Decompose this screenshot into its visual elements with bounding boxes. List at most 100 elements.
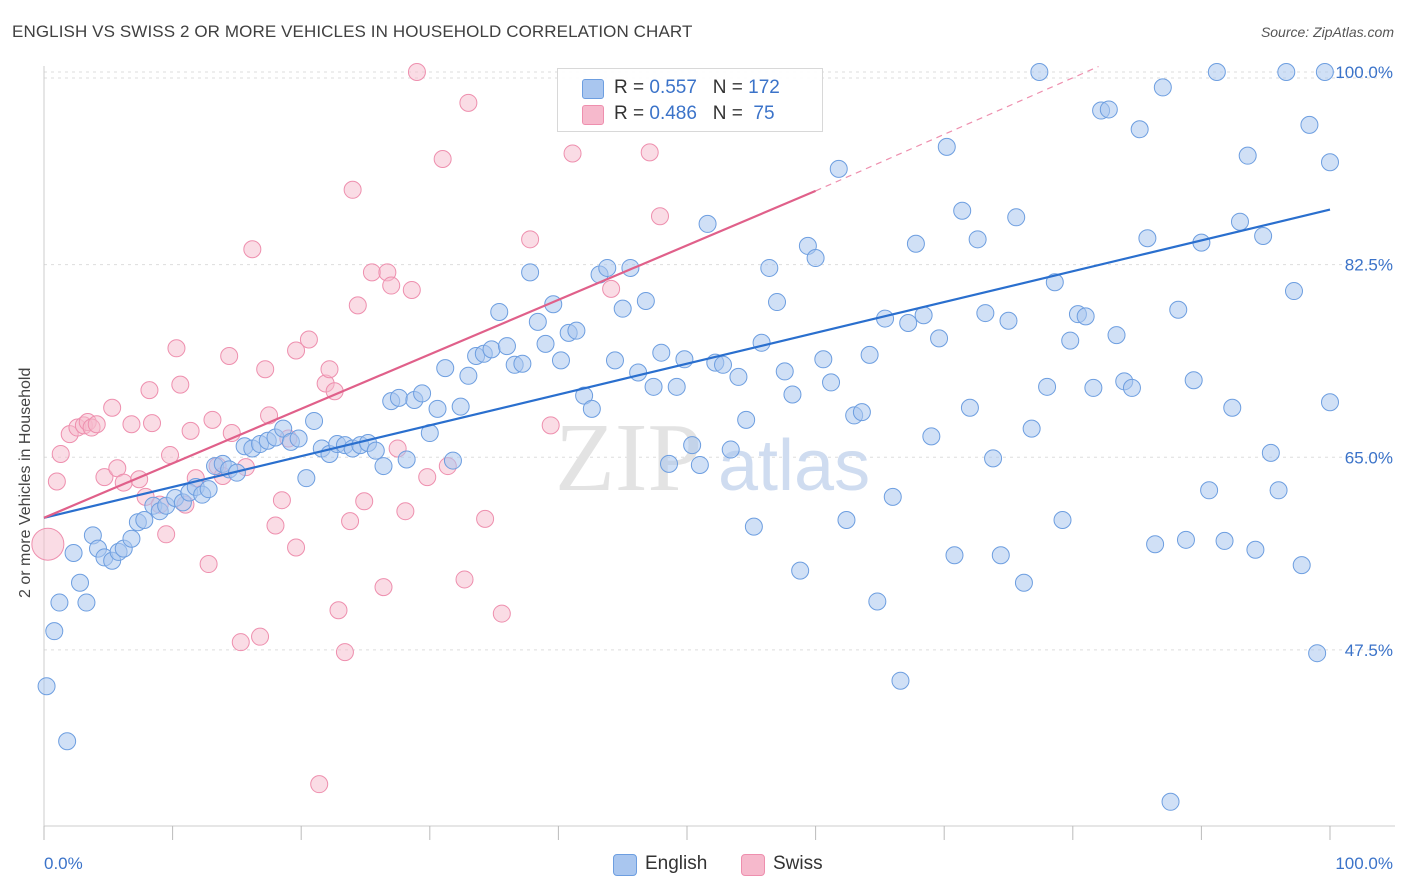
- english-point-15: [135, 511, 154, 530]
- english-point-56: [443, 451, 462, 470]
- english-point-148: [1153, 78, 1172, 97]
- swiss-point-26: [199, 555, 218, 574]
- swiss-point-10: [103, 398, 122, 417]
- swiss-trend-extension: [815, 65, 1099, 192]
- swiss-r-label: R =: [614, 103, 650, 124]
- english-point-163: [1269, 481, 1288, 500]
- english-legend-label: English: [645, 853, 708, 874]
- swiss-point-38: [266, 516, 285, 535]
- english-point-85: [667, 377, 686, 396]
- source-credit: Source: ZipAtlas.com: [1260, 24, 1394, 40]
- english-point-3: [58, 732, 77, 751]
- english-point-116: [906, 234, 925, 253]
- english-point-168: [1308, 644, 1327, 663]
- english-point-106: [829, 159, 848, 178]
- english-point-63: [497, 337, 516, 356]
- swiss-point-59: [396, 502, 415, 521]
- swiss-point-36: [256, 360, 275, 379]
- english-point-160: [1246, 540, 1265, 559]
- english-point-133: [1038, 377, 1057, 396]
- english-point-77: [605, 351, 624, 370]
- x-tick-label-0: 0.0%: [44, 854, 83, 873]
- english-point-165: [1284, 282, 1303, 301]
- english-point-36: [289, 429, 308, 448]
- english-point-131: [1022, 419, 1041, 438]
- english-point-147: [1146, 535, 1165, 554]
- tick-labels: 47.5% 65.0% 82.5% 100.0% 0.0% 100.0%: [44, 63, 1393, 873]
- english-point-170: [1321, 153, 1339, 172]
- swiss-point-52: [348, 296, 367, 315]
- x-tick-label-1: 100.0%: [1335, 854, 1393, 873]
- english-point-152: [1184, 371, 1203, 390]
- english-point-136: [1061, 331, 1080, 350]
- english-point-104: [814, 350, 833, 369]
- watermark-zip: ZIP: [555, 404, 702, 512]
- swiss-point-8: [87, 415, 106, 434]
- swiss-point-65: [455, 570, 474, 589]
- english-point-97: [760, 258, 779, 277]
- english-point-132: [1030, 63, 1049, 82]
- english-point-125: [976, 304, 995, 323]
- english-point-118: [922, 427, 941, 446]
- english-point-46: [366, 441, 385, 460]
- swiss-point-35: [251, 627, 270, 646]
- english-point-135: [1053, 511, 1072, 530]
- english-point-55: [436, 359, 455, 378]
- english-point-50: [397, 450, 416, 469]
- english-point-68: [536, 334, 555, 353]
- swiss-point-50: [341, 512, 360, 531]
- english-point-70: [551, 351, 570, 370]
- english-point-78: [613, 299, 632, 318]
- english-point-93: [729, 367, 748, 386]
- english-point-139: [1084, 378, 1103, 397]
- english-point-96: [752, 333, 771, 352]
- english-point-114: [891, 671, 910, 690]
- english-point-62: [490, 302, 509, 321]
- english-point-164: [1277, 63, 1296, 82]
- english-legend-icon: [613, 854, 637, 876]
- english-point-120: [937, 137, 956, 156]
- english-point-87: [683, 436, 702, 455]
- english-point-47: [374, 457, 393, 476]
- english-point-121: [945, 546, 964, 565]
- swiss-point-73: [650, 207, 669, 226]
- swiss-point-57: [382, 276, 401, 295]
- swiss-point-70: [541, 416, 560, 435]
- english-point-129: [1007, 208, 1026, 227]
- english-point-144: [1122, 378, 1141, 397]
- grid-lines: [44, 71, 1395, 651]
- english-point-49: [389, 388, 408, 407]
- swiss-point-43: [299, 330, 318, 349]
- english-point-99: [775, 362, 794, 381]
- english-point-84: [659, 454, 678, 473]
- swiss-trend-line: [43, 189, 817, 519]
- swiss-point-63: [433, 149, 452, 168]
- english-point-167: [1300, 115, 1319, 134]
- chart-title: ENGLISH VS SWISS 2 OR MORE VEHICLES IN H…: [12, 22, 693, 41]
- english-point-107: [837, 511, 856, 530]
- english-point-82: [644, 377, 663, 396]
- english-swatch-icon: [582, 79, 604, 99]
- swiss-point-74: [640, 143, 659, 162]
- watermark: ZIP atlas: [555, 404, 870, 512]
- y-tick-label-0: 47.5%: [1345, 641, 1393, 660]
- english-point-130: [1014, 573, 1033, 592]
- swiss-point-17: [143, 414, 162, 433]
- swiss-point-44: [310, 775, 329, 794]
- english-point-88: [690, 455, 709, 474]
- english-point-105: [822, 373, 841, 392]
- english-point-156: [1215, 531, 1234, 550]
- english-point-4: [64, 544, 83, 563]
- swiss-point-68: [492, 604, 511, 623]
- swiss-point-2: [51, 444, 70, 463]
- english-point-127: [991, 546, 1010, 565]
- legend: R = 0.557 N = 172 R = 0.486 N = 75: [557, 68, 823, 132]
- swiss-point-67: [476, 509, 495, 528]
- english-point-89: [698, 214, 717, 233]
- english-point-83: [652, 343, 671, 362]
- english-point-155: [1207, 63, 1226, 82]
- y-tick-label-2: 82.5%: [1345, 256, 1393, 275]
- swiss-swatch-icon: [582, 105, 604, 125]
- english-n-value: 172: [748, 77, 780, 98]
